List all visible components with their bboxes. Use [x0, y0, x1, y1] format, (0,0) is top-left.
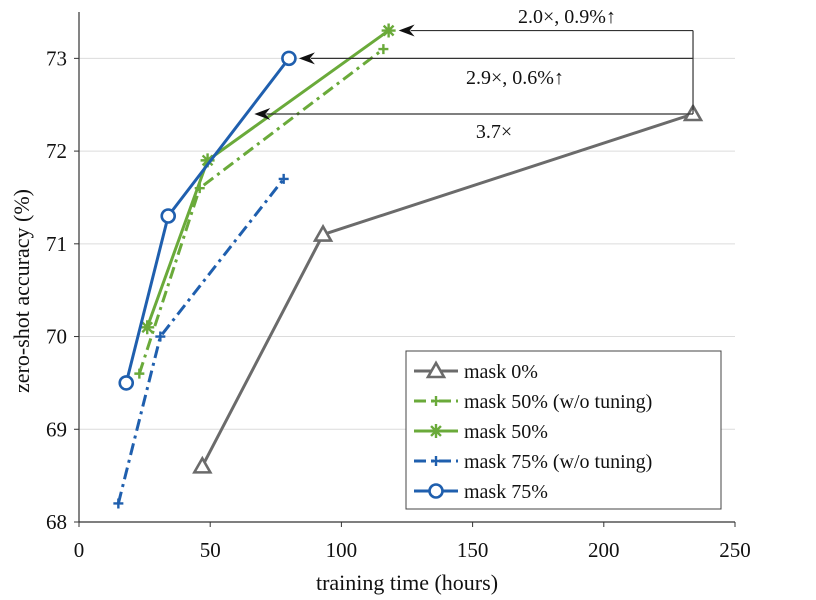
legend-item: mask 50% — [414, 421, 548, 443]
series-4 — [118, 50, 297, 391]
legend-item: mask 50% (w/o tuning) — [414, 391, 652, 413]
series-line — [145, 29, 390, 328]
x-tick-label: 250 — [719, 538, 751, 562]
series-0 — [192, 103, 704, 474]
annotation-layer: 2.0×, 0.9%↑ 2.9×, 0.6%↑ 3.7× — [254, 6, 694, 143]
legend-label: mask 50% — [464, 421, 548, 443]
legend-item: mask 75% — [414, 481, 548, 503]
annotation-arrowhead — [298, 52, 315, 65]
series-marker — [429, 424, 443, 438]
legend: mask 0% mask 50% (w/o tuning) mask 50% mask… — [405, 350, 722, 510]
legend-label: mask 50% (w/o tuning) — [464, 391, 652, 413]
series-3 — [113, 173, 289, 509]
y-tick-label: 72 — [46, 139, 67, 163]
axes-layer: 68 69 70 71 72 73 0 50 100 150 200 250 — [46, 12, 751, 562]
legend-label: mask 75% (w/o tuning) — [464, 451, 652, 473]
y-tick-label: 68 — [46, 510, 67, 534]
series-marker — [381, 23, 396, 38]
series-line — [116, 177, 285, 504]
series-line — [137, 47, 385, 375]
series-marker — [431, 396, 441, 406]
series-marker — [200, 153, 215, 168]
y-tick-label: 71 — [46, 232, 67, 256]
y-axis-title: zero-shot accuracy (%) — [9, 189, 34, 393]
series-marker — [192, 455, 213, 474]
legend-label: mask 0% — [464, 361, 538, 383]
y-tick-label: 70 — [46, 325, 67, 349]
x-axis-title: training time (hours) — [316, 570, 498, 595]
legend-item: mask 75% (w/o tuning) — [414, 451, 652, 473]
series-marker — [312, 223, 334, 242]
series-marker — [431, 456, 441, 466]
series-marker — [140, 320, 155, 335]
series-line — [124, 57, 291, 384]
series-marker — [425, 360, 447, 379]
series-marker — [134, 368, 145, 379]
series-marker — [113, 498, 124, 509]
series-marker — [155, 331, 166, 342]
x-tick-label: 0 — [74, 538, 85, 562]
annotation-arrowhead — [398, 24, 415, 37]
y-tick-label: 73 — [46, 46, 67, 70]
annotation-label: 2.0×, 0.9%↑ — [518, 6, 616, 28]
series-marker — [160, 208, 177, 224]
annotation-arrowhead — [254, 108, 271, 120]
annotation-label: 3.7× — [476, 121, 512, 143]
series-marker — [428, 483, 444, 499]
x-tick-label: 150 — [457, 538, 489, 562]
series-marker — [378, 44, 389, 55]
x-tick-label: 200 — [588, 538, 620, 562]
annotation-label: 2.9×, 0.6%↑ — [466, 67, 564, 89]
series-marker — [278, 173, 289, 184]
series-marker — [281, 50, 297, 67]
legend-item: mask 0% — [414, 360, 538, 383]
series-layer — [113, 23, 704, 509]
series-2 — [140, 23, 396, 335]
series-marker — [118, 375, 135, 391]
legend-box — [405, 350, 722, 510]
y-tick-label: 69 — [46, 417, 67, 441]
x-tick-label: 100 — [326, 538, 358, 562]
legend-label: mask 75% — [464, 481, 548, 503]
x-tick-label: 50 — [200, 538, 221, 562]
